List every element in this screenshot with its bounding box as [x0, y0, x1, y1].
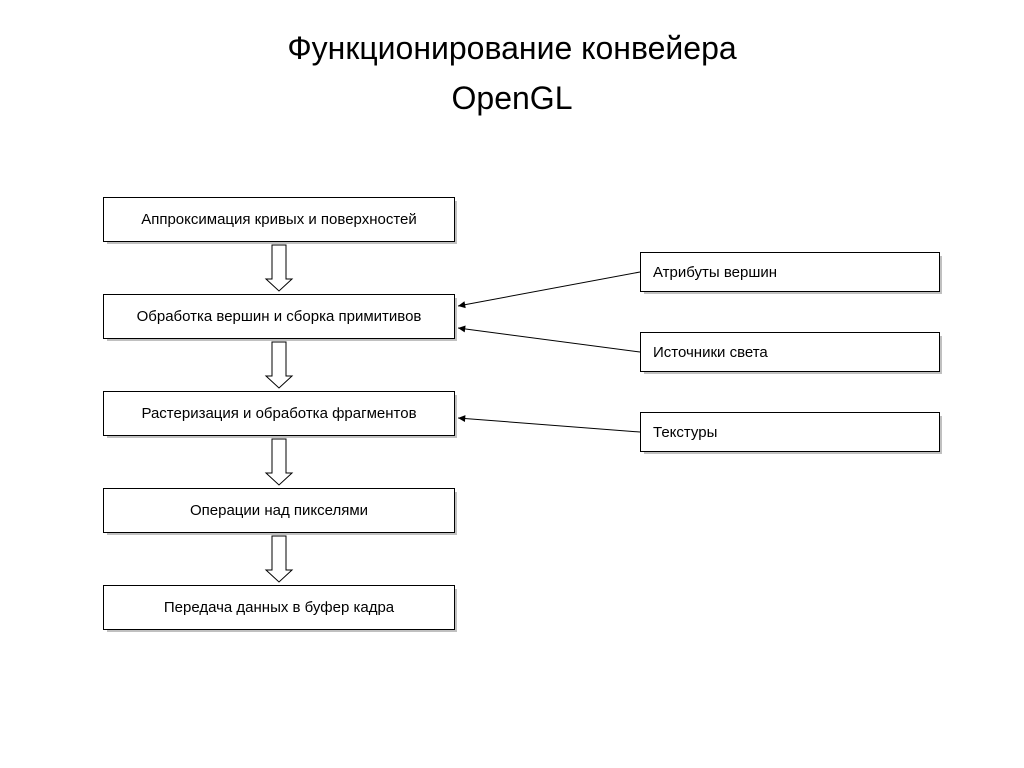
side-arrow-head [458, 301, 466, 308]
box-rasterization-label: Растеризация и обработка фрагментов [141, 405, 416, 422]
title-text-2: OpenGL [452, 80, 573, 116]
box-vertex-processing-label: Обработка вершин и сборка примитивов [137, 308, 422, 325]
title-text-1: Функционирование конвейера [287, 30, 736, 66]
box-framebuffer: Передача данных в буфер кадра [103, 585, 455, 630]
box-light-sources: Источники света [640, 332, 940, 372]
box-framebuffer-label: Передача данных в буфер кадра [164, 599, 394, 616]
down-arrow [266, 245, 292, 291]
side-arrow-line [458, 328, 640, 352]
side-arrow-head [458, 415, 465, 422]
box-textures: Текстуры [640, 412, 940, 452]
down-arrow [266, 439, 292, 485]
box-vertex-attrs: Атрибуты вершин [640, 252, 940, 292]
box-light-sources-label: Источники света [653, 344, 768, 361]
box-vertex-processing: Обработка вершин и сборка примитивов [103, 294, 455, 339]
page-title-line1: Функционирование конвейера [0, 30, 1024, 67]
box-approximation: Аппроксимация кривых и поверхностей [103, 197, 455, 242]
box-pixel-ops: Операции над пикселями [103, 488, 455, 533]
down-arrow [266, 342, 292, 388]
page-title-line2: OpenGL [0, 80, 1024, 117]
box-vertex-attrs-label: Атрибуты вершин [653, 264, 777, 281]
box-approximation-label: Аппроксимация кривых и поверхностей [141, 211, 417, 228]
down-arrow [266, 536, 292, 582]
side-arrow-line [458, 272, 640, 306]
side-arrow-head [458, 326, 466, 333]
side-arrow-line [458, 418, 640, 432]
box-textures-label: Текстуры [653, 424, 717, 441]
box-rasterization: Растеризация и обработка фрагментов [103, 391, 455, 436]
box-pixel-ops-label: Операции над пикселями [190, 502, 368, 519]
